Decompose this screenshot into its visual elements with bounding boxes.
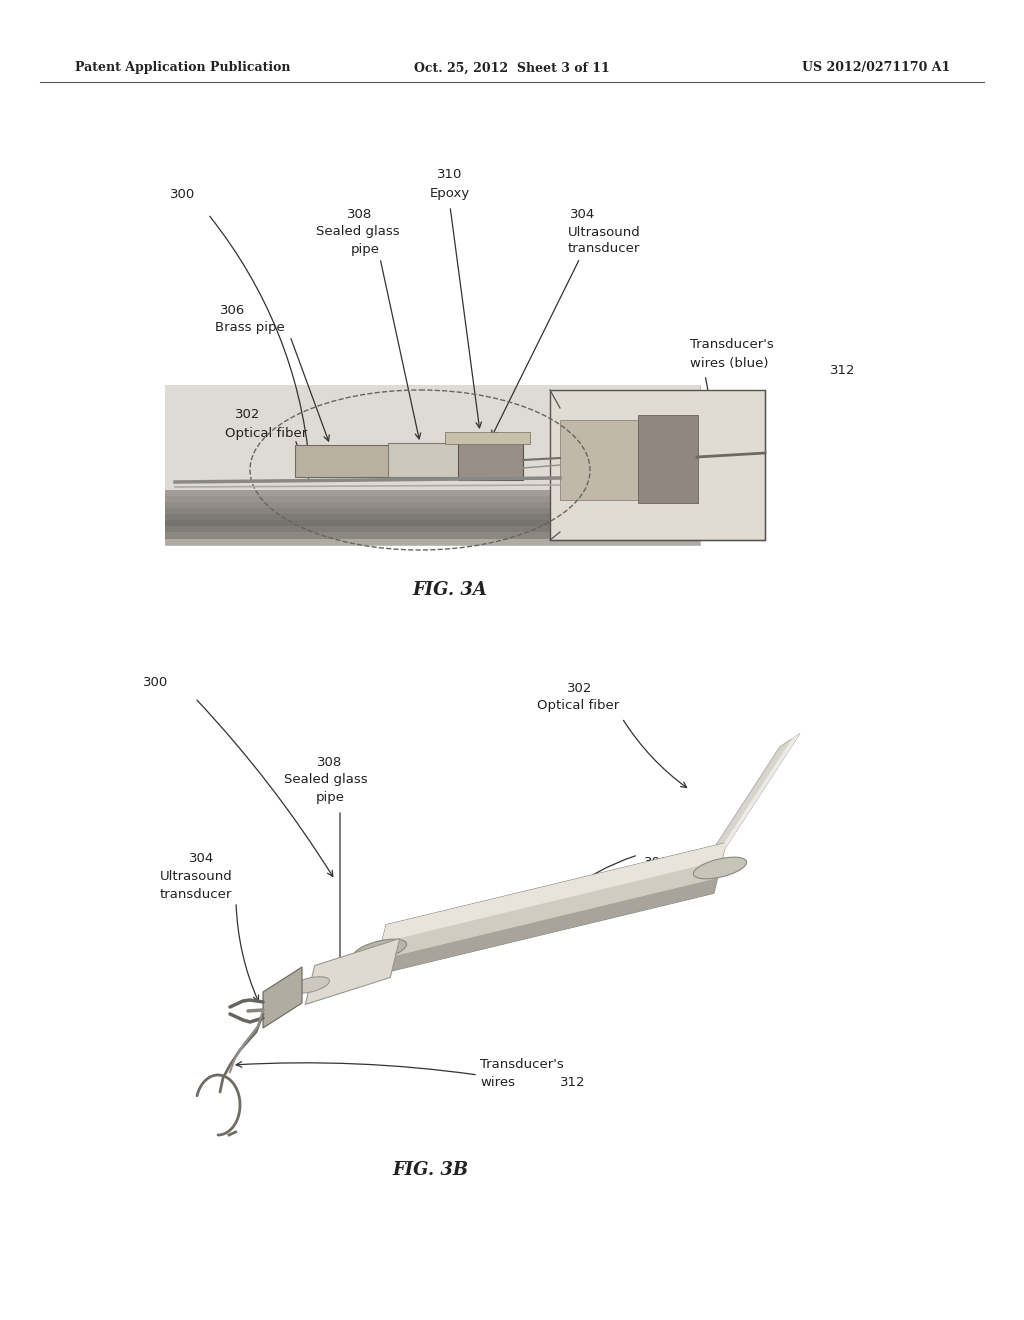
Polygon shape bbox=[712, 734, 800, 862]
FancyBboxPatch shape bbox=[445, 432, 530, 444]
Ellipse shape bbox=[693, 857, 746, 879]
Text: 304: 304 bbox=[570, 209, 595, 222]
Polygon shape bbox=[700, 734, 800, 870]
Text: Epoxy: Epoxy bbox=[430, 186, 470, 199]
Text: wires (blue): wires (blue) bbox=[690, 356, 768, 370]
FancyBboxPatch shape bbox=[295, 445, 390, 477]
FancyBboxPatch shape bbox=[638, 414, 698, 503]
FancyBboxPatch shape bbox=[165, 513, 700, 520]
Polygon shape bbox=[374, 878, 718, 975]
Text: pipe: pipe bbox=[350, 243, 380, 256]
Text: Brass pipe: Brass pipe bbox=[215, 322, 285, 334]
Polygon shape bbox=[382, 842, 726, 942]
Ellipse shape bbox=[291, 977, 330, 993]
Ellipse shape bbox=[353, 939, 407, 961]
FancyBboxPatch shape bbox=[165, 532, 700, 539]
FancyBboxPatch shape bbox=[165, 525, 700, 532]
Text: Sealed glass: Sealed glass bbox=[285, 774, 368, 787]
Text: 300: 300 bbox=[143, 676, 168, 689]
Text: Brass pipe: Brass pipe bbox=[640, 874, 710, 887]
Text: Optical fiber: Optical fiber bbox=[537, 700, 620, 713]
Text: 304: 304 bbox=[189, 851, 215, 865]
Text: 300: 300 bbox=[170, 189, 196, 202]
FancyBboxPatch shape bbox=[550, 389, 765, 540]
FancyBboxPatch shape bbox=[165, 385, 700, 490]
FancyBboxPatch shape bbox=[165, 520, 700, 527]
FancyBboxPatch shape bbox=[165, 508, 700, 515]
Text: 312: 312 bbox=[830, 363, 855, 376]
Text: Ultrasound: Ultrasound bbox=[568, 226, 641, 239]
Text: Sealed glass: Sealed glass bbox=[316, 226, 399, 239]
Text: transducer: transducer bbox=[160, 887, 232, 900]
FancyBboxPatch shape bbox=[165, 490, 700, 545]
Text: 310: 310 bbox=[437, 169, 463, 181]
FancyBboxPatch shape bbox=[165, 496, 700, 503]
Text: Ultrasound: Ultrasound bbox=[160, 870, 232, 883]
Text: Patent Application Publication: Patent Application Publication bbox=[75, 62, 291, 74]
FancyBboxPatch shape bbox=[458, 440, 523, 480]
Text: Oct. 25, 2012  Sheet 3 of 11: Oct. 25, 2012 Sheet 3 of 11 bbox=[414, 62, 610, 74]
Text: Transducer's: Transducer's bbox=[690, 338, 774, 351]
Polygon shape bbox=[305, 939, 399, 1005]
FancyBboxPatch shape bbox=[388, 444, 463, 477]
Text: Optical fiber: Optical fiber bbox=[225, 426, 307, 440]
FancyBboxPatch shape bbox=[165, 385, 700, 545]
Text: Transducer's: Transducer's bbox=[480, 1059, 564, 1072]
FancyBboxPatch shape bbox=[165, 490, 700, 496]
Text: transducer: transducer bbox=[568, 243, 640, 256]
Text: 312: 312 bbox=[560, 1077, 586, 1089]
Text: 306: 306 bbox=[644, 855, 670, 869]
FancyBboxPatch shape bbox=[560, 420, 640, 500]
Text: 302: 302 bbox=[567, 681, 593, 694]
Text: pipe: pipe bbox=[315, 792, 344, 804]
Text: wires: wires bbox=[480, 1077, 515, 1089]
Text: US 2012/0271170 A1: US 2012/0271170 A1 bbox=[802, 62, 950, 74]
Text: FIG. 3B: FIG. 3B bbox=[392, 1162, 468, 1179]
Text: 308: 308 bbox=[347, 209, 373, 222]
FancyBboxPatch shape bbox=[165, 502, 700, 508]
Text: 302: 302 bbox=[234, 408, 260, 421]
Text: 306: 306 bbox=[220, 304, 246, 317]
Polygon shape bbox=[374, 842, 726, 975]
Text: FIG. 3A: FIG. 3A bbox=[413, 581, 487, 599]
Polygon shape bbox=[263, 968, 302, 1028]
Text: 308: 308 bbox=[317, 755, 343, 768]
